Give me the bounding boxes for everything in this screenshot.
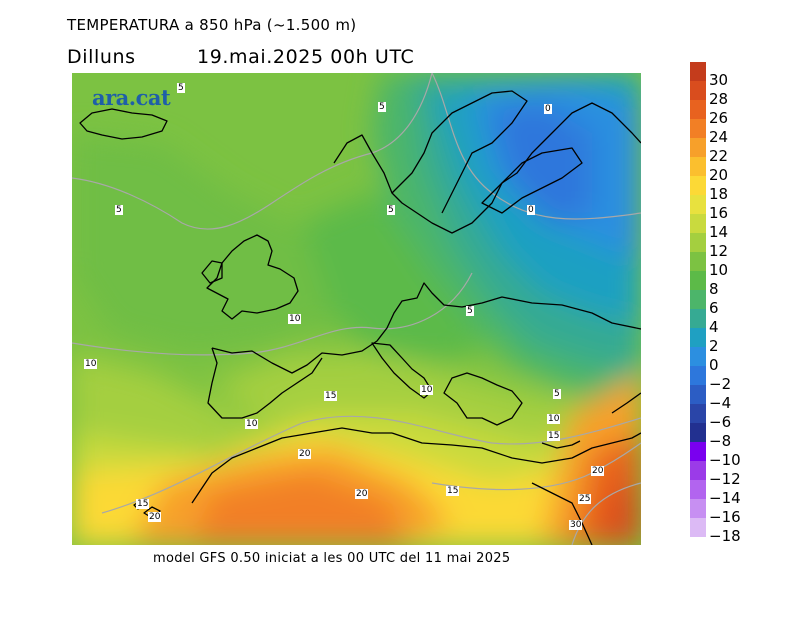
color-scale-swatch <box>690 271 706 290</box>
color-scale-swatch <box>690 309 706 328</box>
color-scale-tick: 28 <box>709 90 729 108</box>
color-scale-swatch <box>690 138 706 157</box>
color-scale-swatch <box>690 100 706 119</box>
color-scale-swatch <box>690 233 706 252</box>
contour-label: 20 <box>591 466 605 476</box>
color-scale-swatch <box>690 347 706 366</box>
color-scale-swatch <box>690 461 706 480</box>
temperature-map: ara.cat 5 5 0 5 0 5 5 10 5 10 10 15 10 5… <box>72 73 641 545</box>
color-scale-swatch <box>690 480 706 499</box>
contour-label: 0 <box>544 104 552 114</box>
color-scale-tick: −16 <box>709 508 741 526</box>
color-scale-swatch <box>690 366 706 385</box>
color-scale-tick: −2 <box>709 375 732 393</box>
contour-label: 20 <box>298 449 312 459</box>
color-scale-tick: 22 <box>709 147 729 165</box>
model-run-caption: model GFS 0.50 iniciat a les 00 UTC del … <box>153 551 511 566</box>
contour-label: 5 <box>553 389 561 399</box>
contour-label: 5 <box>466 306 474 316</box>
color-scale-swatch <box>690 385 706 404</box>
color-scale-tick: 16 <box>709 204 729 222</box>
color-scale-tick: −14 <box>709 489 741 507</box>
color-scale-tick: 6 <box>709 299 719 317</box>
contour-label: 15 <box>324 391 338 401</box>
map-title: TEMPERATURA a 850 hPa (~1.500 m) <box>67 16 357 34</box>
map-day: Dilluns <box>67 46 136 68</box>
contour-label: 5 <box>387 205 395 215</box>
contour-label: 30 <box>569 520 583 530</box>
color-scale-tick: 18 <box>709 185 729 203</box>
color-scale-tick: 24 <box>709 128 729 146</box>
color-scale-tick: 30 <box>709 71 729 89</box>
contour-label: 15 <box>547 431 561 441</box>
contour-label: 10 <box>420 385 434 395</box>
color-scale-swatch <box>690 252 706 271</box>
color-scale-swatch <box>690 214 706 233</box>
contour-label: 5 <box>378 102 386 112</box>
color-scale-swatch <box>690 423 706 442</box>
contour-label: 15 <box>136 499 150 509</box>
color-scale-tick: −12 <box>709 470 741 488</box>
color-scale-tick: −6 <box>709 413 732 431</box>
contour-label: 20 <box>148 512 162 522</box>
color-scale-swatch <box>690 404 706 423</box>
contour-label: 0 <box>527 205 535 215</box>
color-scale-swatch <box>690 62 706 81</box>
contour-label: 10 <box>288 314 302 324</box>
color-scale-swatch <box>690 290 706 309</box>
color-scale-tick: 4 <box>709 318 719 336</box>
map-valid-time: 19.mai.2025 00h UTC <box>197 46 415 68</box>
color-scale-swatch <box>690 195 706 214</box>
ara-cat-logo: ara.cat <box>92 85 171 110</box>
color-scale-swatch <box>690 157 706 176</box>
contour-label: 10 <box>547 414 561 424</box>
color-scale-tick: 12 <box>709 242 729 260</box>
contour-label: 10 <box>84 359 98 369</box>
color-scale-tick: −8 <box>709 432 732 450</box>
color-scale-swatch <box>690 328 706 347</box>
color-scale-swatch <box>690 442 706 461</box>
color-scale-tick: 26 <box>709 109 729 127</box>
map-datetime: Dilluns 19.mai.2025 00h UTC <box>67 46 414 68</box>
color-scale-swatch <box>690 499 706 518</box>
color-scale-tick: 2 <box>709 337 719 355</box>
contour-label: 5 <box>115 205 123 215</box>
color-scale-tick: 20 <box>709 166 729 184</box>
color-scale-swatch <box>690 518 706 537</box>
color-scale-tick: −10 <box>709 451 741 469</box>
contour-label: 25 <box>578 494 592 504</box>
contour-label: 5 <box>177 83 185 93</box>
color-scale-swatch <box>690 81 706 100</box>
contour-label: 10 <box>245 419 259 429</box>
color-scale-swatch <box>690 176 706 195</box>
color-scale-tick: 14 <box>709 223 729 241</box>
color-scale-tick: −18 <box>709 527 741 545</box>
color-scale-tick: −4 <box>709 394 732 412</box>
color-scale <box>690 62 706 537</box>
isotherm-lines <box>72 73 641 545</box>
temperature-field <box>72 73 641 545</box>
color-scale-tick: 8 <box>709 280 719 298</box>
color-scale-tick: 0 <box>709 356 719 374</box>
color-scale-tick: 10 <box>709 261 729 279</box>
contour-label: 20 <box>355 489 369 499</box>
color-scale-swatch <box>690 119 706 138</box>
contour-label: 15 <box>446 486 460 496</box>
